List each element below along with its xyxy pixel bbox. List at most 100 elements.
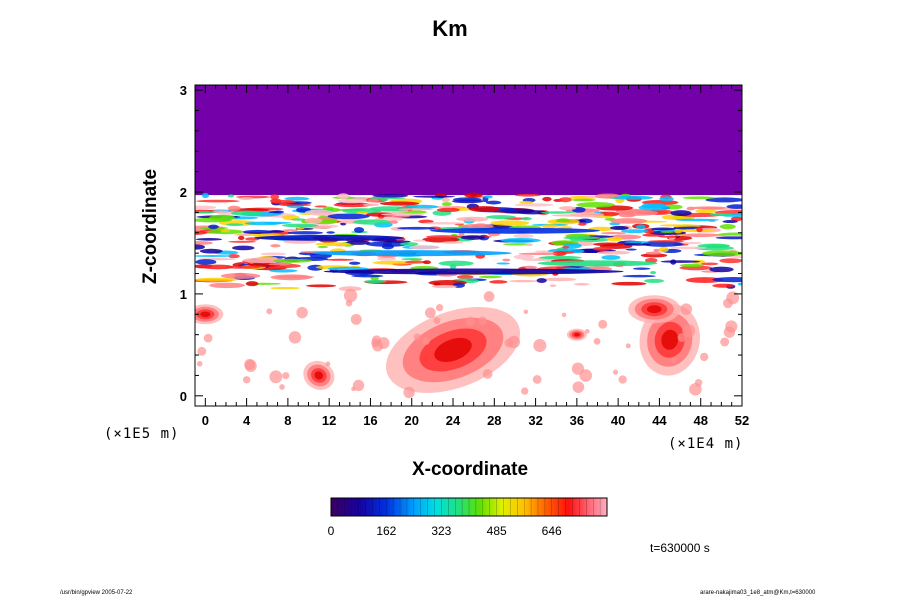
band-blob: [227, 194, 235, 198]
band-streak: [311, 250, 512, 257]
plume-contour: [574, 332, 580, 337]
band-blob: [270, 244, 281, 248]
band-blob: [675, 218, 720, 222]
x-axis-label: X-coordinate: [411, 459, 529, 480]
band-blob: [405, 204, 439, 209]
band-blob: [227, 205, 241, 212]
band-blob: [650, 271, 657, 275]
band-blob: [425, 235, 462, 239]
band-blob: [576, 202, 615, 208]
scatter-cell: [296, 306, 308, 319]
band-blob: [509, 279, 539, 283]
band-blob: [674, 229, 683, 234]
scatter-cell: [269, 370, 283, 384]
band-blob: [647, 240, 685, 243]
scatter-cell: [593, 337, 601, 345]
x-tick-label: 20: [405, 413, 419, 428]
band-blob: [363, 279, 387, 284]
x-tick-label: 32: [528, 413, 542, 428]
scatter-cell: [325, 361, 331, 367]
band-blob: [644, 278, 664, 283]
scatter-cell: [203, 333, 213, 343]
y-axis-label: Z-coordinate: [140, 168, 161, 284]
band-blob: [226, 223, 244, 226]
band-blob: [659, 196, 674, 202]
scatter-cell: [723, 298, 733, 309]
band-blob: [306, 284, 337, 288]
scatter-cell: [671, 357, 678, 364]
band-blob: [542, 196, 552, 202]
x-tick-label: 52: [735, 413, 749, 428]
band-blob: [681, 233, 721, 238]
scatter-cell: [352, 379, 365, 392]
band-blob: [592, 246, 612, 251]
band-blob: [543, 277, 577, 282]
band-blob: [660, 230, 675, 233]
scatter-cell: [677, 333, 687, 342]
band-blob: [712, 277, 742, 283]
x-tick-label: 48: [693, 413, 707, 428]
scatter-cell: [725, 320, 738, 333]
band-blob: [715, 236, 742, 240]
band-blob: [315, 242, 351, 246]
band-blob: [552, 251, 567, 257]
band-blob: [500, 237, 541, 243]
band-blob: [456, 216, 489, 222]
band-blob: [397, 226, 437, 230]
scatter-cell: [425, 307, 436, 319]
band-blob: [513, 254, 535, 260]
band-blob: [209, 282, 245, 289]
band-blob: [502, 258, 511, 262]
scatter-cell: [282, 372, 290, 380]
band-blob: [697, 243, 731, 248]
x-axis-unit: (×1E4 m): [668, 436, 744, 452]
scatter-cell: [521, 387, 529, 395]
band-blob: [195, 244, 205, 250]
band-blob: [238, 235, 245, 241]
band-blob: [460, 235, 486, 240]
band-blob: [540, 211, 575, 214]
band-blob: [670, 210, 692, 217]
scatter-cell: [689, 383, 702, 396]
scatter-cell: [243, 376, 251, 384]
colorbar-tick-label: 485: [487, 524, 507, 538]
band-blob: [270, 194, 280, 200]
band-blob: [195, 238, 223, 241]
band-blob: [423, 222, 466, 225]
band-blob: [659, 224, 687, 227]
band-blob: [337, 193, 350, 200]
scatter-cell: [196, 360, 203, 367]
band-blob: [195, 241, 213, 245]
band-blob: [658, 235, 679, 238]
band-blob: [645, 251, 662, 255]
scatter-cell: [483, 291, 495, 302]
band-blob: [640, 253, 668, 258]
colorbar-tick-label: 646: [542, 524, 562, 538]
scatter-cell: [350, 313, 362, 325]
band-blob: [322, 206, 334, 210]
band-blob: [352, 219, 391, 225]
band-blob: [478, 275, 503, 279]
band-blob: [282, 229, 298, 232]
band-blob: [617, 209, 658, 216]
band-blob: [441, 197, 450, 203]
band-blob: [338, 286, 362, 292]
scatter-cell: [422, 337, 430, 346]
band-blob: [485, 200, 502, 205]
band-blob: [722, 220, 738, 224]
scatter-cell: [584, 329, 590, 334]
scatter-cell: [351, 386, 356, 392]
band-blob: [625, 248, 637, 251]
y-tick-label: 3: [180, 83, 187, 98]
band-blob: [441, 241, 464, 244]
band-blob: [452, 197, 482, 202]
band-blob: [356, 211, 369, 214]
band-blob: [679, 263, 705, 267]
band-blob: [353, 227, 365, 233]
band-streak: [429, 227, 600, 234]
band-blob: [696, 227, 703, 233]
band-blob: [379, 198, 389, 201]
scatter-cell: [279, 384, 285, 390]
band-blob: [195, 211, 215, 214]
band-blob: [712, 283, 735, 288]
